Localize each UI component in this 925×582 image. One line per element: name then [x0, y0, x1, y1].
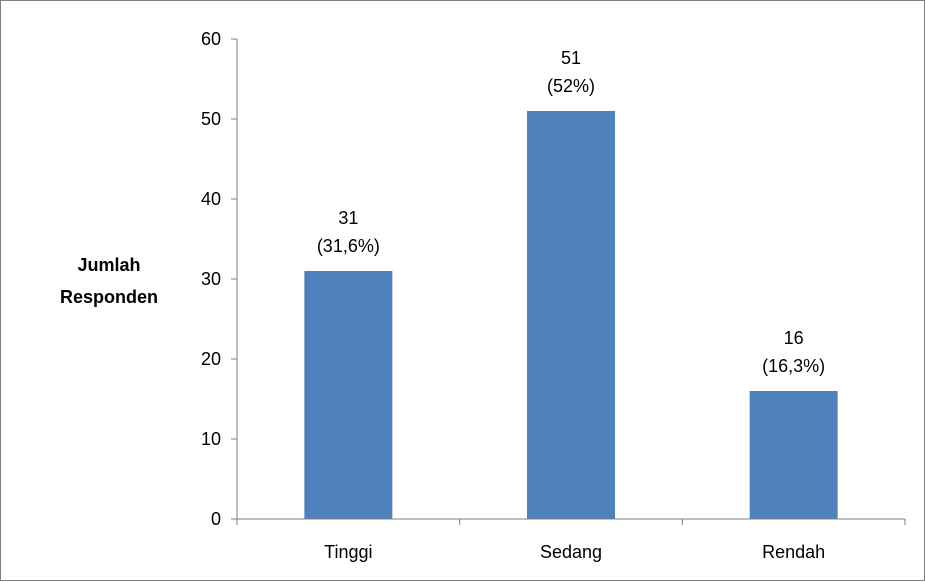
y-tick-label: 10: [201, 429, 221, 449]
bar-sedang: [527, 111, 615, 519]
data-label-percent: (31,6%): [317, 236, 380, 256]
data-labels-group: 31 (31,6%) 51 (52%) 16 (16,3%): [317, 48, 825, 376]
y-axis-title: Jumlah Responden: [60, 255, 158, 307]
y-tick-label: 0: [211, 509, 221, 529]
y-tick-label: 30: [201, 269, 221, 289]
x-category-label: Sedang: [540, 542, 602, 562]
y-axis-title-line-2: Responden: [60, 287, 158, 307]
bars-group: [304, 111, 838, 519]
x-category-label: Tinggi: [324, 542, 372, 562]
y-axis-title-line-1: Jumlah: [77, 255, 140, 275]
y-tick-label: 40: [201, 189, 221, 209]
data-label-percent: (52%): [547, 76, 595, 96]
data-label-value: 16: [784, 328, 804, 348]
bar-rendah: [749, 391, 838, 519]
data-label-percent: (16,3%): [762, 356, 825, 376]
bar-tinggi: [304, 271, 393, 519]
y-axis: 0 10 20 30 40 50 60: [201, 29, 238, 529]
x-axis: Tinggi Sedang Rendah: [236, 518, 906, 562]
y-tick-label: 60: [201, 29, 221, 49]
data-label-value: 31: [338, 208, 358, 228]
y-tick-label: 20: [201, 349, 221, 369]
y-tick-label: 50: [201, 109, 221, 129]
x-category-label: Rendah: [762, 542, 825, 562]
data-label-value: 51: [561, 48, 581, 68]
